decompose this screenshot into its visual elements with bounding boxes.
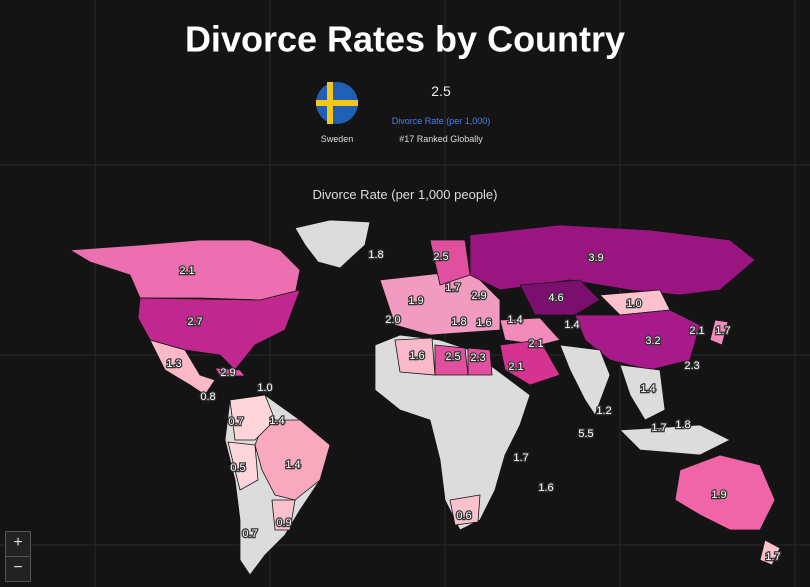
region-label: 1.4 <box>640 383 655 395</box>
region-label: 1.7 <box>445 282 460 294</box>
region-label: 0.6 <box>456 510 471 522</box>
region-label: 1.7 <box>765 551 780 563</box>
value: 2.5 <box>431 83 451 99</box>
region-label: 1.0 <box>257 382 272 394</box>
region-label: 4.6 <box>548 292 563 304</box>
region-label: 2.1 <box>528 338 543 350</box>
region-label: 2.1 <box>689 325 704 337</box>
region-label: 2.9 <box>220 367 235 379</box>
region-label: 1.8 <box>451 316 466 328</box>
region-label: 1.6 <box>409 350 424 362</box>
region-label: 3.9 <box>588 252 603 264</box>
land <box>68 219 781 576</box>
region-label: 2.7 <box>187 316 202 328</box>
region-label: 1.4 <box>285 459 300 471</box>
region-label: 1.0 <box>626 298 641 310</box>
region-label: 1.8 <box>368 249 383 261</box>
region-label: 1.9 <box>711 489 726 501</box>
region-label: 2.3 <box>470 352 485 364</box>
region-label: 1.4 <box>564 319 579 331</box>
region-label: 1.6 <box>476 317 491 329</box>
region-label: 2.5 <box>433 251 448 263</box>
region-label: 1.8 <box>675 419 690 431</box>
region-label: 2.1 <box>508 361 523 373</box>
region-label: 1.4 <box>269 415 284 427</box>
flag <box>316 82 358 124</box>
region-label: 0.7 <box>228 416 243 428</box>
region-label: 1.7 <box>651 422 666 434</box>
labels: 2.1 2.7 1.3 2.9 0.8 1.0 0.7 1.4 1.4 0.5 0.9 0.7 1.8 2… <box>165 248 782 565</box>
region-label: 1.7 <box>715 325 730 337</box>
region-label: 2.9 <box>471 290 486 302</box>
region-label: 3.2 <box>645 335 660 347</box>
region-label: 1.9 <box>408 295 423 307</box>
zoom-out[interactable]: − <box>5 556 31 582</box>
region-label: 1.3 <box>166 358 181 370</box>
zoom-in[interactable]: + <box>5 531 31 557</box>
region-label: 1.6 <box>538 482 553 494</box>
region-label: 2.5 <box>445 351 460 363</box>
region-label: 1.4 <box>507 314 522 326</box>
title: Divorce Rates by Country <box>185 19 625 60</box>
region-label: 0.7 <box>242 528 257 540</box>
region-label: 2.0 <box>385 314 400 326</box>
region-label: 2.3 <box>684 360 699 372</box>
region-label: 2.1 <box>179 265 194 277</box>
map-title: Divorce Rate (per 1,000 people) <box>313 187 498 202</box>
region-label: 5.5 <box>578 428 593 440</box>
region-label: 1.2 <box>596 405 611 417</box>
region-label: 0.5 <box>230 462 245 474</box>
region-label: 1.7 <box>513 452 528 464</box>
metric: Divorce Rate (per 1,000) <box>392 116 491 126</box>
region-label: 0.9 <box>276 517 291 529</box>
country: Sweden <box>321 134 354 144</box>
region-label: 0.8 <box>200 391 215 403</box>
rank: #17 Ranked Globally <box>399 134 483 144</box>
